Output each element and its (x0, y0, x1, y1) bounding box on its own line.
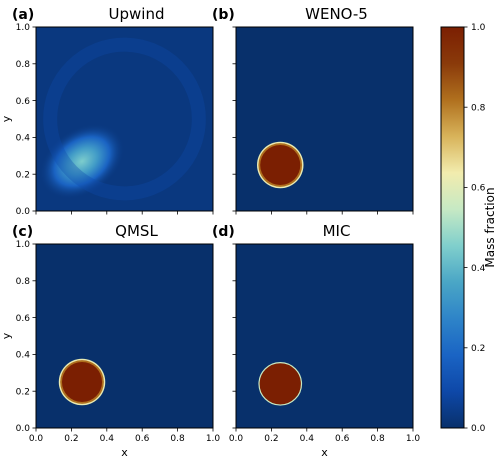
panel-title: QMSL (115, 222, 158, 240)
y-tick-label: 0.8 (16, 277, 31, 287)
panel-4: 0.0 0.2 0.4 0.6 0.8 1.0 x (d) MIC (212, 222, 420, 458)
colorbar-label: Mass fraction (483, 187, 497, 267)
heatmap-background (36, 244, 213, 428)
faint-ring (43, 37, 206, 201)
x-tick-label: 0.6 (135, 434, 150, 444)
axes-frame (235, 243, 414, 429)
colorbar-tick-label: 1.0 (471, 23, 486, 33)
disk (61, 361, 103, 403)
colorbar-tick-label: 0.6 (471, 184, 486, 194)
axes-frame (235, 26, 414, 212)
x-tick-label: 1.0 (406, 434, 421, 444)
y-tick-label: 0.6 (16, 314, 31, 324)
x-tick-label: 0.4 (100, 434, 115, 444)
x-tick-label: 0.4 (300, 434, 315, 444)
panel-3: 0.00.0 0.2 0.2 0.4 0.4 0.6 0.6 0.8 0.8 1.0 1.0 x y (c… (0, 222, 220, 458)
disk (258, 362, 303, 406)
colorbar-tick-label: 0.2 (471, 344, 485, 354)
y-tick-label: 0.2 (16, 387, 30, 397)
x-tick-label: 0.2 (64, 434, 78, 444)
heatmap-features (39, 37, 206, 201)
panel-label: (d) (212, 224, 235, 240)
panel-label: (a) (12, 7, 34, 23)
disk (260, 144, 301, 186)
x-tick-label: 1.0 (206, 434, 221, 444)
axes-frame (35, 26, 214, 212)
y-tick-label: 0.8 (16, 60, 31, 70)
heatmap-features (258, 362, 303, 406)
x-tick-label: 0.6 (335, 434, 350, 444)
panel-title: Upwind (109, 5, 165, 23)
panel-1: 0.0 0.2 0.4 0.6 0.8 1.0 y (a) Upwind (0, 5, 214, 217)
y-axis-label: y (0, 115, 13, 122)
colorbar-tick-label: 0.0 (471, 424, 486, 434)
y-tick-label: 0.4 (16, 351, 31, 361)
axes-frame (35, 243, 214, 429)
colorbar: 0.0 0.2 0.4 0.6 0.8 1.0 Mass fraction (440, 23, 497, 434)
panel-label: (b) (212, 7, 235, 23)
heatmap-background (236, 27, 413, 211)
y-tick-label: 1.0 (16, 240, 31, 250)
panel-title: WENO-5 (305, 5, 368, 23)
heatmap-background (236, 244, 413, 428)
panel-title: MIC (323, 222, 351, 240)
x-tick-label: 0.2 (264, 434, 278, 444)
y-axis-label: y (0, 332, 13, 339)
colorbar-tick-label: 0.4 (471, 264, 486, 274)
x-axis-label: x (321, 446, 328, 458)
x-axis-label: x (121, 446, 128, 458)
colorbar-gradient (440, 26, 465, 429)
heatmap-features (257, 141, 304, 189)
panels: 0.0 0.2 0.4 0.6 0.8 1.0 y (a) Upwind (b) WENO-5 0.0… (0, 5, 420, 458)
diffused-blob (39, 123, 125, 200)
x-tick-label: 0.0 (29, 434, 44, 444)
y-tick-label: 0.0 (16, 207, 31, 217)
x-tick-label: 0.0 (229, 434, 244, 444)
panel-2: (b) WENO-5 (212, 5, 414, 215)
y-tick-label: 0.2 (16, 170, 30, 180)
panel-label: (c) (12, 224, 33, 240)
y-tick-label: 0.4 (16, 134, 31, 144)
y-tick-label: 1.0 (16, 23, 31, 33)
x-tick-label: 0.8 (370, 434, 385, 444)
colorbar-tick-label: 0.8 (471, 103, 486, 113)
y-tick-label: 0.6 (16, 97, 31, 107)
heatmap-features (58, 358, 106, 406)
x-tick-label: 0.8 (170, 434, 185, 444)
y-tick-label: 0.0 (16, 424, 31, 434)
